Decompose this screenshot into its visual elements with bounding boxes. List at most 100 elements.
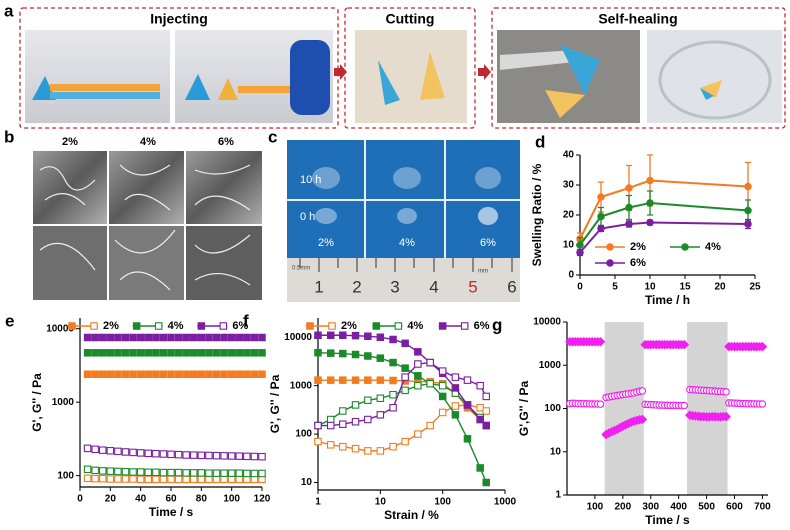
panel-label: b bbox=[4, 127, 14, 146]
marker bbox=[438, 367, 447, 375]
arrow bbox=[334, 64, 347, 80]
y-tick-label: 1 bbox=[555, 490, 561, 501]
marker bbox=[106, 349, 115, 357]
marker bbox=[250, 452, 259, 461]
marker bbox=[438, 381, 447, 390]
x-tick-label: 120 bbox=[254, 494, 271, 505]
marker bbox=[174, 349, 183, 357]
panel-label: c bbox=[268, 127, 277, 146]
marker bbox=[258, 333, 266, 342]
marker bbox=[376, 447, 385, 455]
marker bbox=[364, 352, 372, 360]
marker bbox=[227, 475, 236, 484]
marker bbox=[227, 333, 236, 342]
gel bbox=[185, 74, 210, 100]
marker bbox=[205, 349, 213, 357]
syringe bbox=[50, 84, 160, 91]
gel bbox=[378, 60, 400, 105]
marker bbox=[129, 468, 137, 476]
marker bbox=[152, 449, 160, 458]
marker bbox=[114, 349, 122, 357]
marker bbox=[339, 331, 347, 340]
row-label: 10 h bbox=[300, 174, 321, 186]
marker bbox=[476, 403, 484, 412]
marker bbox=[438, 392, 447, 401]
x-tick-label: 1000 bbox=[494, 497, 517, 508]
marker bbox=[744, 182, 752, 191]
marker bbox=[460, 322, 469, 330]
marker bbox=[243, 349, 251, 357]
marker bbox=[625, 203, 633, 212]
x-tick-label: 10 bbox=[375, 497, 387, 508]
marker bbox=[182, 469, 190, 477]
marker bbox=[159, 475, 168, 484]
y-tick-label: 10 bbox=[563, 240, 575, 251]
marker bbox=[426, 358, 434, 367]
gel bbox=[700, 88, 714, 100]
marker bbox=[722, 388, 730, 396]
marker bbox=[401, 339, 409, 348]
gel bbox=[545, 90, 585, 118]
y-tick-label: 10000 bbox=[284, 332, 312, 343]
marker bbox=[351, 331, 360, 340]
marker bbox=[83, 333, 92, 342]
x-tick-label: 5 bbox=[612, 282, 618, 293]
marker bbox=[197, 322, 206, 330]
marker bbox=[144, 449, 153, 458]
dashed-box bbox=[491, 7, 786, 129]
marker bbox=[451, 411, 460, 419]
marker bbox=[136, 333, 145, 342]
marker bbox=[205, 475, 213, 484]
marker bbox=[152, 468, 160, 477]
marker bbox=[235, 452, 244, 460]
arrow bbox=[478, 64, 491, 80]
sem bbox=[109, 151, 184, 224]
marker bbox=[426, 379, 434, 388]
marker bbox=[205, 370, 213, 379]
marker bbox=[258, 349, 266, 357]
y-tick-label: 10000 bbox=[533, 317, 561, 328]
x-axis-label: Strain / % bbox=[384, 508, 439, 522]
marker bbox=[68, 322, 76, 330]
marker bbox=[205, 333, 213, 342]
marker bbox=[364, 396, 372, 405]
y-tick-label: 10000 bbox=[46, 323, 74, 334]
marker bbox=[129, 349, 137, 357]
marker bbox=[576, 248, 584, 257]
marker bbox=[314, 437, 322, 446]
marker bbox=[152, 370, 160, 379]
marker bbox=[258, 452, 266, 461]
marker bbox=[152, 349, 160, 357]
marker bbox=[438, 408, 447, 417]
marker bbox=[482, 392, 490, 401]
marker bbox=[205, 469, 213, 477]
photo bbox=[647, 30, 782, 123]
marker bbox=[167, 333, 175, 342]
marker bbox=[114, 467, 122, 476]
marker bbox=[132, 322, 141, 330]
y-tick-label: 30 bbox=[563, 180, 575, 191]
marker bbox=[250, 469, 259, 478]
column-label: 6% bbox=[218, 136, 234, 148]
marker bbox=[197, 451, 206, 460]
gel bbox=[393, 167, 421, 189]
marker bbox=[250, 370, 259, 379]
marker bbox=[99, 446, 107, 454]
marker bbox=[159, 450, 168, 458]
marker bbox=[326, 331, 335, 340]
marker bbox=[167, 370, 175, 379]
marker bbox=[167, 349, 175, 357]
marker bbox=[159, 349, 168, 357]
marker bbox=[174, 475, 183, 484]
marker bbox=[638, 387, 647, 395]
marker bbox=[83, 349, 92, 357]
marker bbox=[389, 403, 397, 412]
y-tick-label: 100 bbox=[57, 470, 74, 481]
marker bbox=[364, 376, 372, 384]
marker bbox=[182, 349, 190, 357]
ruler-scale: 0.5mm bbox=[292, 266, 310, 272]
marker bbox=[190, 469, 198, 477]
y-tick-label: 20 bbox=[563, 210, 575, 221]
gel bbox=[312, 167, 340, 189]
sem bbox=[186, 151, 262, 224]
